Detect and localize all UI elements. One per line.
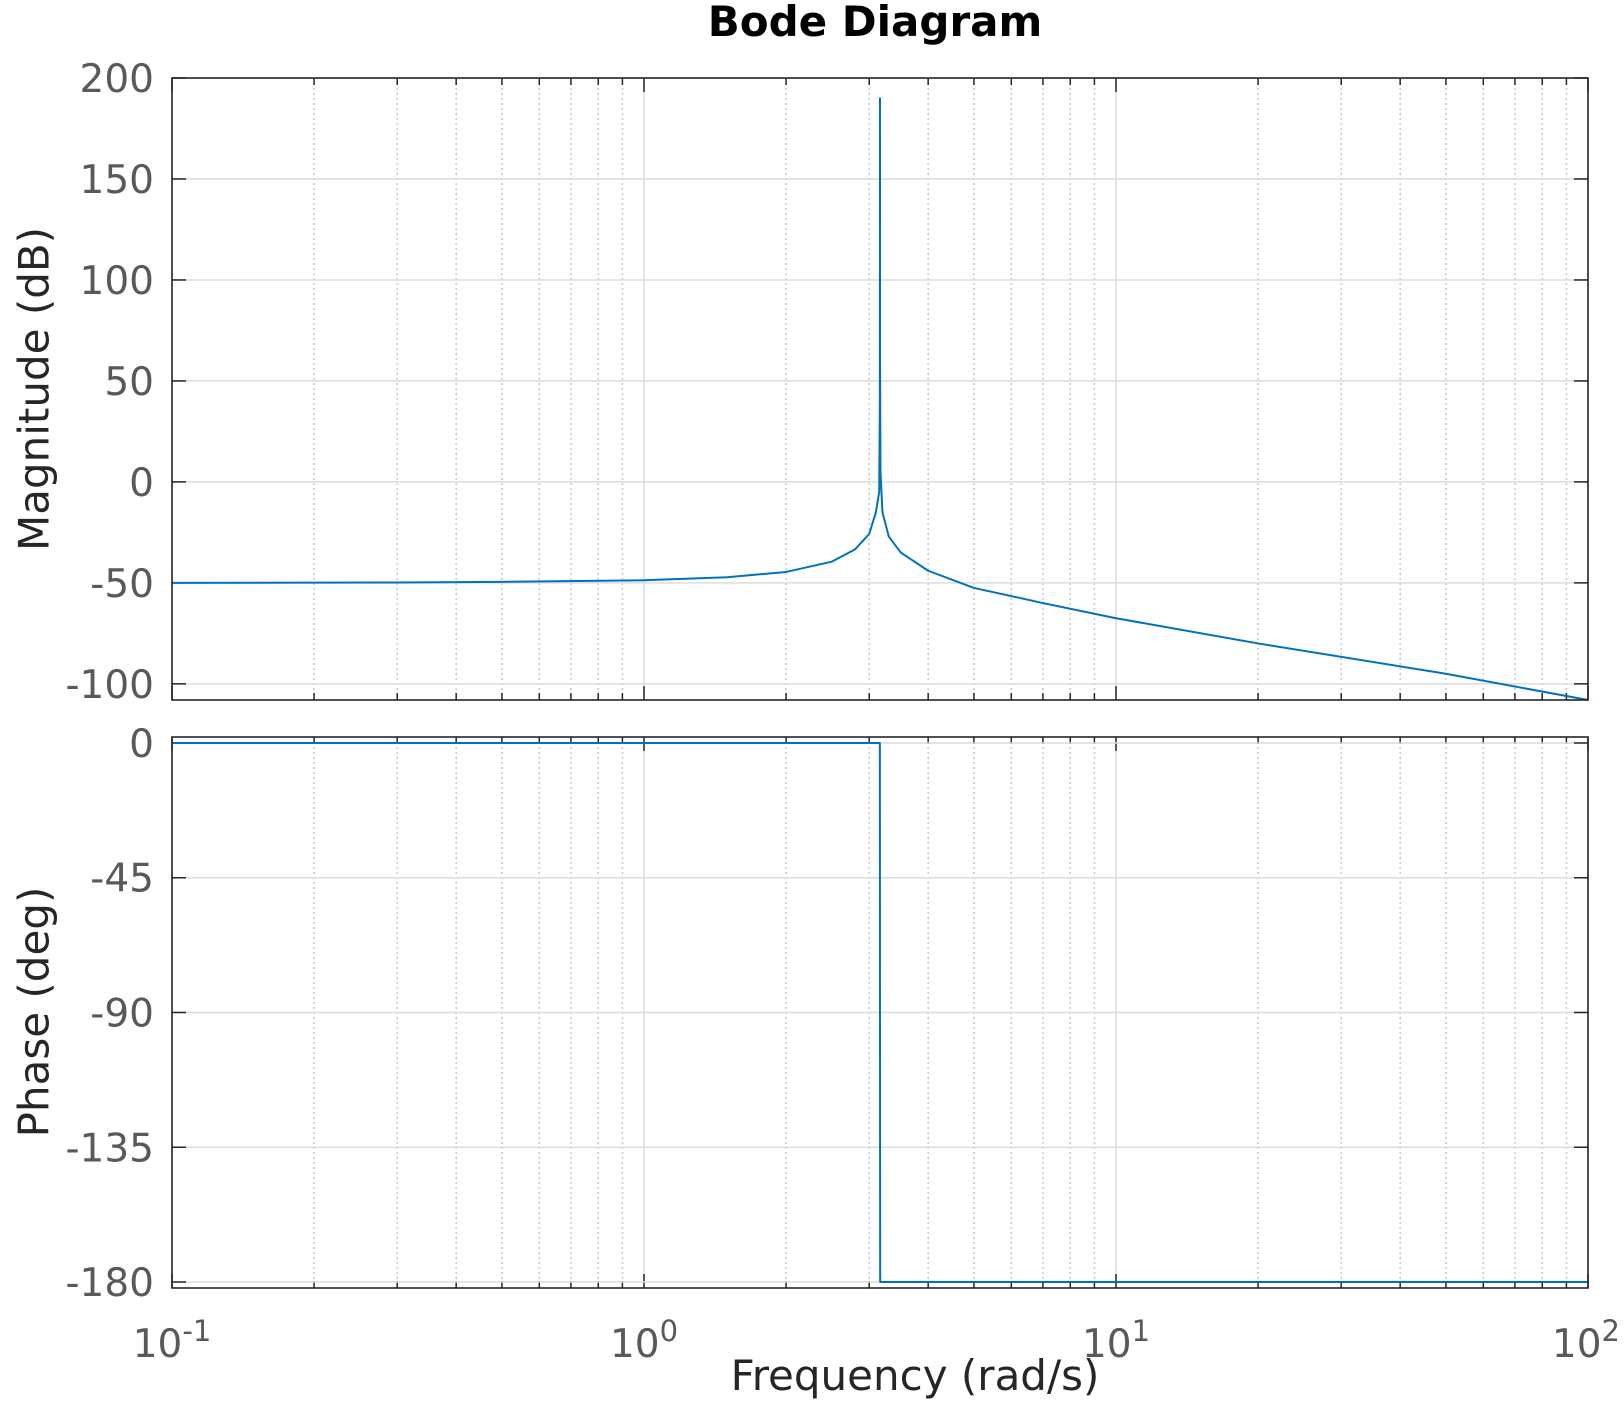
magnitude-y-tick-label: 200 bbox=[80, 57, 154, 102]
phase-y-tick-label: -135 bbox=[65, 1126, 154, 1171]
magnitude-minor-grid bbox=[313, 78, 1568, 700]
phase-series-line bbox=[172, 741, 1588, 1284]
magnitude-y-tick-label: 50 bbox=[104, 360, 154, 405]
phase-y-tick-label: -45 bbox=[90, 857, 154, 902]
magnitude-y-tick-label: -100 bbox=[65, 663, 154, 708]
phase-y-tick-label: -180 bbox=[65, 1261, 154, 1306]
phase-y-axis-label: Phase (deg) bbox=[10, 887, 59, 1138]
phase-axes-frame bbox=[171, 736, 1589, 1289]
chart-title: Bode Diagram bbox=[708, 0, 1043, 46]
x-tick-label: 10-1 bbox=[133, 1314, 212, 1367]
magnitude-axes-frame bbox=[171, 77, 1589, 701]
x-tick-label: 100 bbox=[610, 1314, 678, 1367]
phase-panel: 0 -45 -90 -135 -180 Phase (deg) bbox=[10, 722, 1589, 1306]
magnitude-panel: 200 150 100 50 0 -50 -100 Magnitude (dB) bbox=[10, 57, 1589, 708]
phase-y-tick-label: 0 bbox=[129, 722, 154, 767]
x-tick-labels: 10-1 100 101 102 bbox=[133, 1314, 1620, 1367]
magnitude-y-tick-label: 0 bbox=[129, 461, 154, 506]
magnitude-y-axis-label: Magnitude (dB) bbox=[10, 227, 59, 551]
phase-y-tick-label: -90 bbox=[90, 992, 154, 1037]
x-tick-label: 101 bbox=[1082, 1314, 1150, 1367]
magnitude-y-tick-label: 150 bbox=[80, 158, 154, 203]
magnitude-y-tick-label: -50 bbox=[90, 562, 154, 607]
panels-group: 200 150 100 50 0 -50 -100 Magnitude (dB) 0 -45 -90… bbox=[10, 57, 1620, 1367]
magnitude-series-line bbox=[171, 97, 1589, 701]
x-tick-label: 102 bbox=[1552, 1314, 1620, 1367]
magnitude-y-tick-label: 100 bbox=[80, 259, 154, 304]
x-axis-label: Frequency (rad/s) bbox=[731, 1351, 1100, 1400]
